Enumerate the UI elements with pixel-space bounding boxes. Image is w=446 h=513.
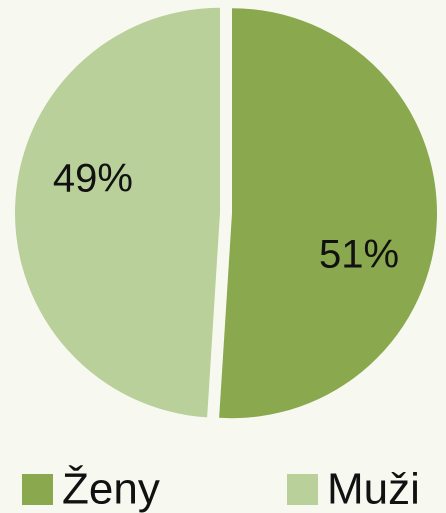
chart: 51% 49% Ženy Muži (0, 0, 446, 513)
legend-swatch (22, 474, 53, 505)
legend-label: Muži (327, 465, 420, 513)
page: 51%49%ŽenyMuži (() => { const data = JSO… (0, 0, 446, 513)
legend-label: Ženy (62, 465, 160, 513)
legend-swatch (287, 474, 318, 505)
value-label: 49% (53, 156, 133, 200)
value-label: 51% (319, 233, 399, 277)
